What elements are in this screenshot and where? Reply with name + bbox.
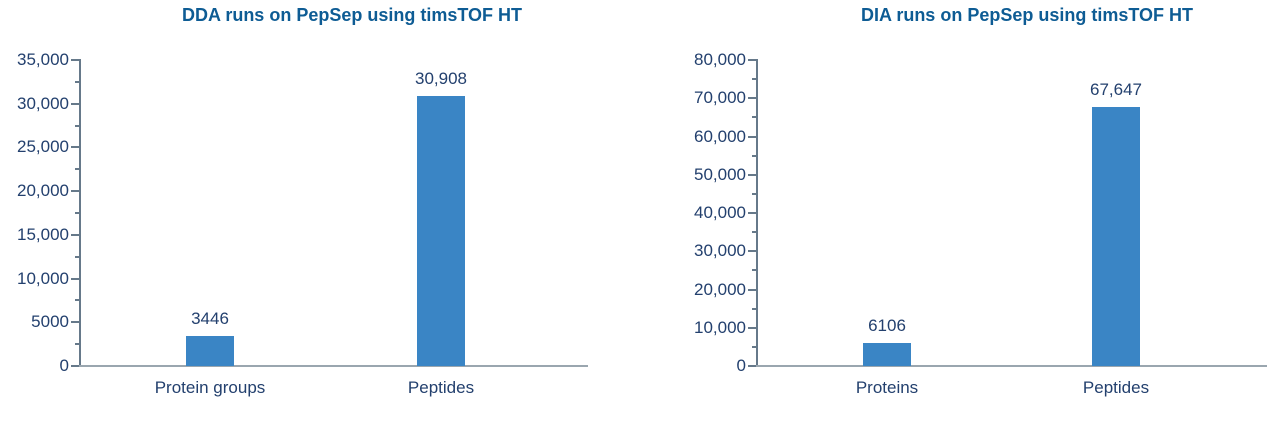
y-major-tick [748, 135, 756, 138]
y-major-tick [71, 277, 79, 280]
x-axis-line [79, 365, 588, 367]
y-minor-tick [752, 154, 756, 157]
y-major-tick [71, 146, 79, 149]
chart-title-dia: DIA runs on PepSep using timsTOF HT [860, 5, 1194, 25]
y-tick-label: 25,000 [17, 137, 69, 157]
y-minor-tick [752, 269, 756, 272]
y-tick-label: 50,000 [694, 164, 746, 184]
y-tick-label: 80,000 [694, 50, 746, 69]
y-minor-tick [752, 307, 756, 310]
y-tick-label: 40,000 [694, 203, 746, 222]
y-minor-tick [75, 255, 79, 258]
y-minor-tick [75, 168, 79, 171]
bar-value-label: 6106 [868, 315, 906, 335]
y-major-tick [748, 212, 756, 214]
bar-peptides [417, 95, 465, 366]
y-minor-tick [752, 116, 756, 119]
y-tick-label: 70,000 [694, 88, 746, 108]
y-tick-label: 30,000 [694, 241, 746, 261]
chart-dda: DDA runs on PepSep using timsTOF HT 0 500… [17, 5, 588, 397]
y-minor-tick [752, 78, 756, 81]
y-major-tick [71, 233, 79, 236]
y-tick-label: 5000 [31, 312, 69, 332]
y-tick-label: 20,000 [17, 181, 69, 201]
y-tick-label: 0 [59, 356, 69, 375]
y-minor-tick [75, 80, 79, 83]
plot-area-dia: 0 10,000 20,000 30,000 40,000 50,000 60,000 70,… [640, 0, 1280, 448]
y-major-tick [748, 288, 756, 291]
bar-peptides [1092, 107, 1140, 366]
y-major-tick [71, 59, 79, 61]
x-category-label: Peptides [407, 378, 475, 397]
y-minor-tick [752, 345, 756, 348]
chart-dia: DIA runs on PepSep using timsTOF HT 0 10,… [640, 0, 1280, 448]
y-major-tick [71, 102, 79, 105]
y-tick-label: 10,000 [694, 317, 746, 337]
chart-title-dda: DDA runs on PepSep using timsTOF HT [181, 5, 523, 25]
y-minor-tick [75, 343, 79, 346]
bar-proteins [863, 342, 911, 366]
y-tick-label: 10,000 [17, 268, 69, 288]
y-major-tick [748, 250, 756, 253]
y-major-tick [748, 59, 756, 61]
x-category-label: Peptides [1082, 378, 1150, 397]
y-tick-label: 35,000 [17, 50, 69, 69]
y-minor-tick [752, 192, 756, 195]
y-axis-line [79, 59, 81, 367]
y-major-tick [748, 97, 756, 100]
y-tick-label: 60,000 [694, 126, 746, 146]
y-tick-label: 20,000 [694, 279, 746, 299]
bar-value-label: 30,908 [415, 68, 467, 88]
x-category-label: Protein groups [154, 378, 266, 397]
x-axis-line [756, 365, 1267, 367]
y-major-tick [748, 365, 756, 367]
y-tick-label: 0 [736, 356, 746, 375]
y-tick-label: 15,000 [17, 224, 69, 244]
bar-protein-groups [186, 335, 234, 366]
plot-area-dda: 0 5000 10,000 15,000 20,000 25,000 30,000 35,00… [17, 50, 588, 397]
bar-value-label: 67,647 [1090, 80, 1142, 100]
y-tick-label: 30,000 [17, 93, 69, 113]
bar-value-label: 3446 [191, 308, 229, 328]
y-minor-tick [75, 124, 79, 127]
y-minor-tick [752, 231, 756, 234]
y-axis-line [756, 59, 758, 367]
y-major-tick [748, 326, 756, 329]
y-major-tick [71, 190, 79, 193]
x-category-label: Proteins [855, 378, 919, 397]
y-minor-tick [75, 299, 79, 302]
y-major-tick [71, 365, 79, 367]
y-major-tick [71, 321, 79, 324]
y-minor-tick [75, 212, 79, 214]
y-major-tick [748, 173, 756, 176]
